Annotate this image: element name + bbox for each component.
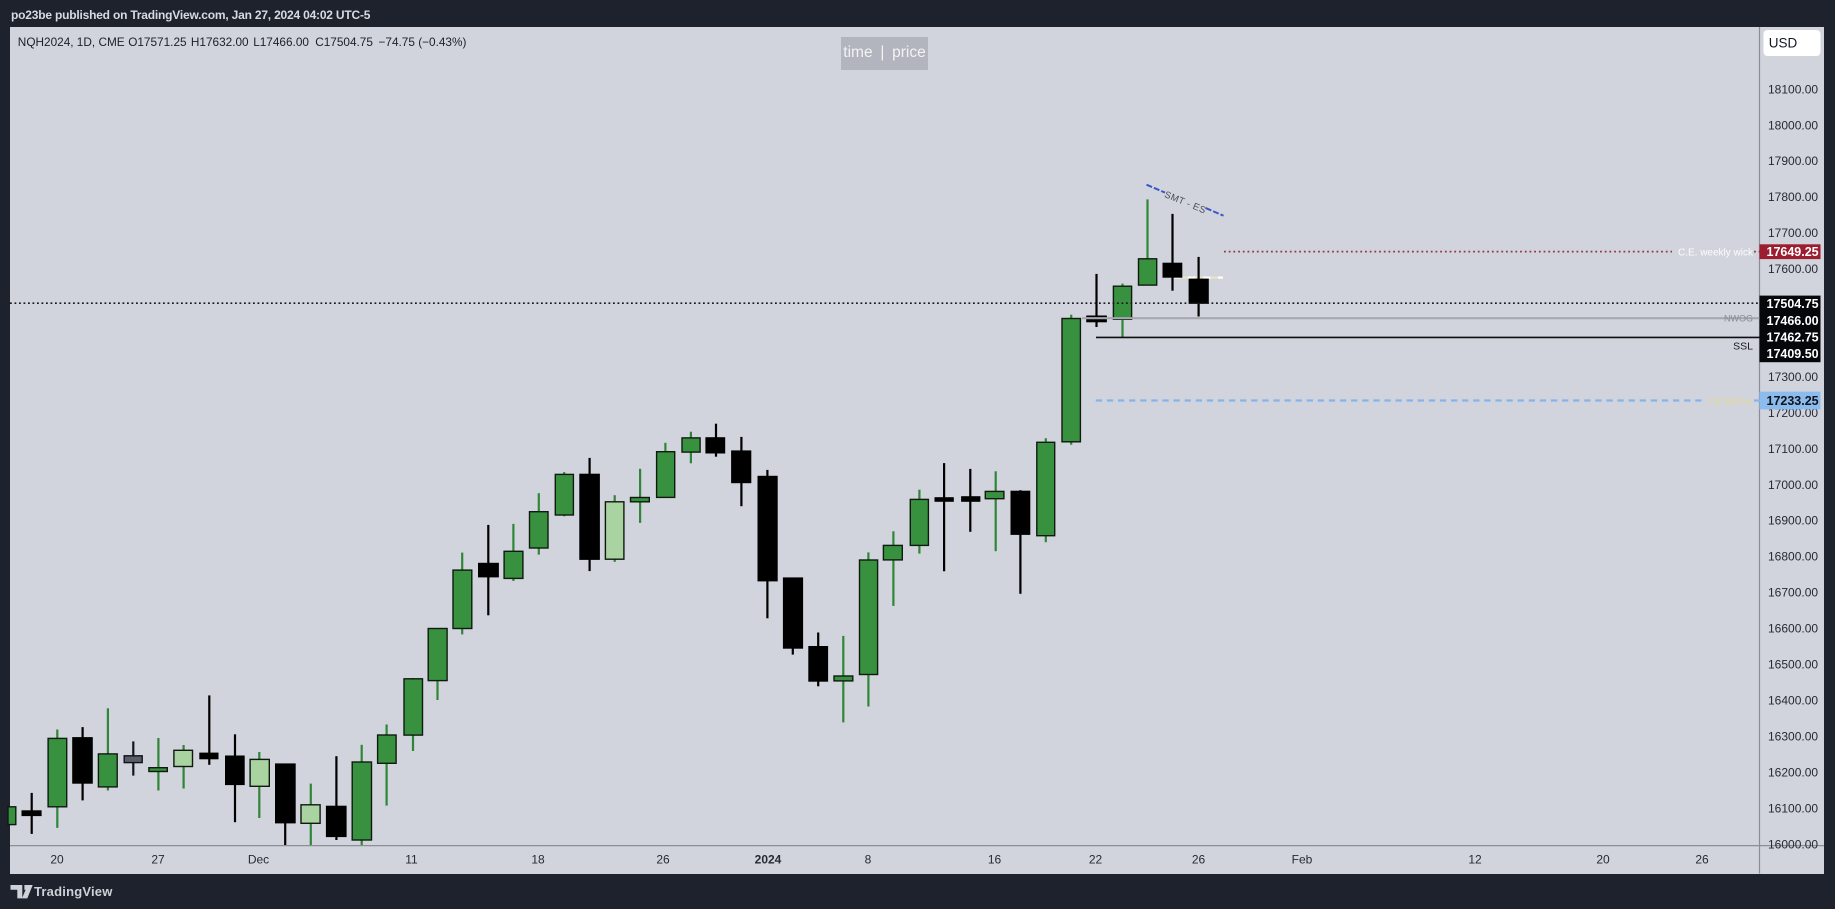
svg-text:17000.00: 17000.00 [1768,478,1818,492]
svg-text:17649.25: 17649.25 [1767,245,1819,259]
svg-text:17504.75: 17504.75 [1767,297,1819,311]
svg-text:C.E. weekly wick: C.E. weekly wick [1678,247,1754,258]
svg-text:17700.00: 17700.00 [1768,226,1818,240]
svg-text:16: 16 [988,853,1002,867]
svg-text:16600.00: 16600.00 [1768,622,1818,636]
svg-text:26: 26 [1695,853,1709,867]
svg-text:11: 11 [405,853,418,867]
svg-text:16100.00: 16100.00 [1768,801,1818,815]
svg-text:22: 22 [1089,853,1103,867]
svg-text:26: 26 [656,853,670,867]
svg-text:16800.00: 16800.00 [1768,550,1818,564]
svg-text:8: 8 [865,853,872,867]
svg-text:16200.00: 16200.00 [1768,765,1818,779]
svg-text:20: 20 [50,853,64,867]
svg-text:26: 26 [1192,853,1206,867]
svg-text:Dec: Dec [248,853,269,867]
svg-text:SSL: SSL [1733,341,1753,353]
svg-text:16300.00: 16300.00 [1768,729,1818,743]
svg-text:18000.00: 18000.00 [1768,118,1818,132]
svg-text:CE BISI w: CE BISI w [1709,396,1752,407]
svg-text:18: 18 [531,853,545,867]
svg-text:17100.00: 17100.00 [1768,442,1818,456]
svg-text:17900.00: 17900.00 [1768,154,1818,168]
svg-text:16900.00: 16900.00 [1768,514,1818,528]
svg-text:17466.00: 17466.00 [1767,314,1819,328]
svg-text:16700.00: 16700.00 [1768,586,1818,600]
svg-text:17600.00: 17600.00 [1768,262,1818,276]
svg-text:SMT - ES: SMT - ES [1163,189,1208,216]
svg-text:2024: 2024 [755,853,782,867]
svg-text:17409.50: 17409.50 [1767,347,1819,361]
svg-text:17300.00: 17300.00 [1768,370,1818,384]
svg-text:17233.25: 17233.25 [1767,394,1819,408]
svg-text:USD: USD [1769,36,1798,51]
svg-text:16000.00: 16000.00 [1768,837,1818,851]
svg-text:12: 12 [1468,853,1482,867]
svg-text:17462.75: 17462.75 [1767,330,1819,344]
svg-text:16500.00: 16500.00 [1768,658,1818,672]
svg-text:18100.00: 18100.00 [1768,82,1818,96]
svg-text:17800.00: 17800.00 [1768,190,1818,204]
svg-text:16400.00: 16400.00 [1768,694,1818,708]
svg-text:NWOG: NWOG [1724,314,1753,324]
svg-text:27: 27 [151,853,165,867]
svg-text:20: 20 [1596,853,1610,867]
svg-text:Feb: Feb [1292,853,1313,867]
